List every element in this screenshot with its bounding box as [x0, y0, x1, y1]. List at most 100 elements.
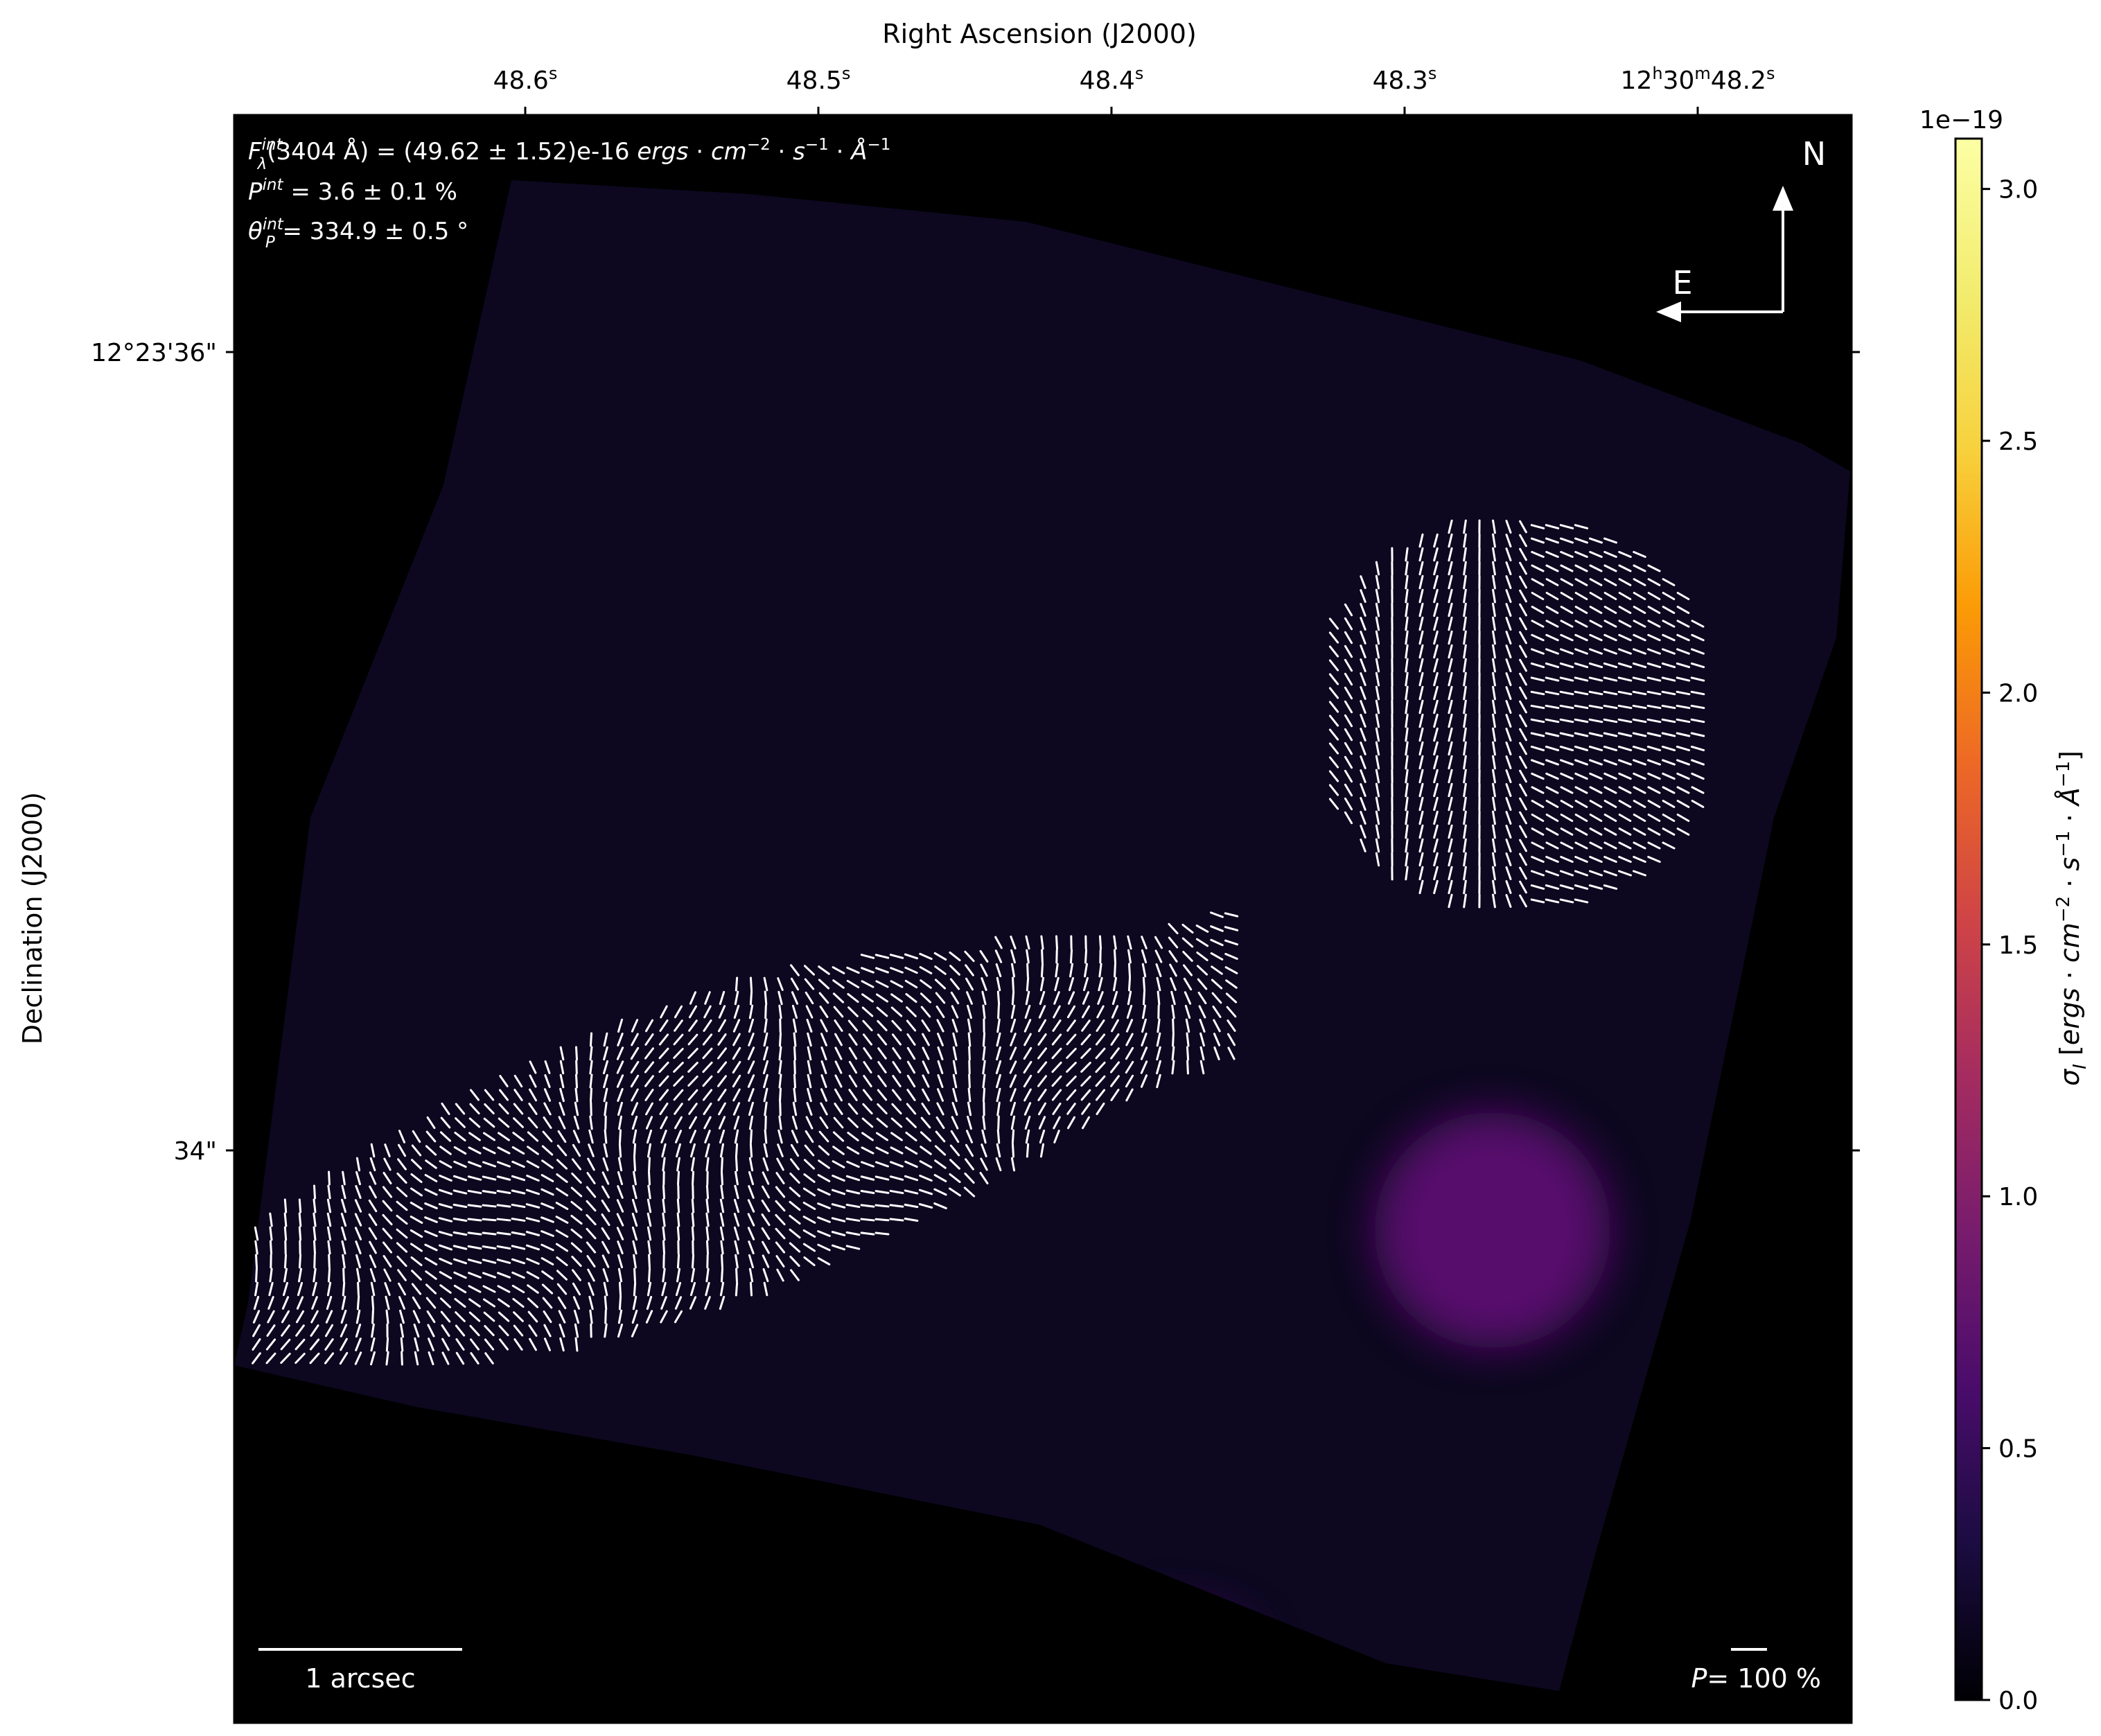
polarization-vector: [1039, 990, 1046, 1006]
polarization-vector: [1433, 796, 1439, 812]
polarization-vector: [369, 1171, 377, 1185]
polarization-vector: [777, 1129, 783, 1144]
polarization-vector: [1574, 704, 1589, 710]
polarization-vector: [1574, 827, 1588, 836]
polarization-vector: [658, 1047, 669, 1060]
polarization-vector: [734, 1129, 739, 1144]
polarization-vector: [439, 1131, 452, 1142]
polarization-vector: [439, 1257, 452, 1265]
polarization-vector: [805, 991, 814, 1005]
polarization-vector: [1588, 745, 1603, 752]
polarization-vector: [455, 1117, 466, 1128]
polarization-vector: [805, 1005, 814, 1019]
polarization-vector: [1360, 603, 1366, 617]
polarization-vector: [1531, 827, 1545, 836]
polarization-vector: [863, 1047, 872, 1060]
polarization-vector: [1053, 1005, 1061, 1019]
polarization-vector: [618, 1281, 622, 1297]
polarization-vector: [631, 1324, 639, 1338]
polarization-vector: [719, 1281, 725, 1297]
polarization-vector: [951, 1005, 959, 1019]
polarization-vector: [588, 1143, 595, 1157]
polarization-vector: [1037, 1075, 1047, 1087]
polarization-vector: [845, 1189, 861, 1195]
polarization-vector: [819, 1116, 829, 1129]
polarization-vector: [438, 1189, 453, 1195]
polarization-vector: [718, 1116, 726, 1130]
polarization-vector: [704, 991, 711, 1005]
polarization-vector: [496, 1175, 511, 1181]
polarization-vector: [1448, 630, 1453, 645]
polarization-vector: [1603, 841, 1617, 850]
polarization-vector: [484, 1103, 495, 1114]
polarization-vector: [556, 1159, 568, 1170]
polarization-vector: [1448, 782, 1453, 798]
polarization-vector: [326, 1198, 332, 1213]
polarization-vector: [1418, 824, 1424, 839]
polarization-vector: [1530, 704, 1545, 710]
polarization-vector: [1559, 676, 1574, 682]
polarization-vector: [555, 1216, 569, 1224]
polarization-vector: [527, 1297, 539, 1308]
polarization-vector: [832, 992, 845, 1003]
polarization-vector: [968, 1073, 971, 1089]
polarization-vector: [717, 1089, 727, 1101]
polarization-vector: [996, 1073, 1001, 1089]
polarization-vector: [779, 1087, 782, 1103]
polarization-vector: [511, 1245, 526, 1250]
polarization-vector: [1360, 769, 1366, 783]
emission-region: [1374, 1112, 1610, 1349]
polarization-vector: [735, 1281, 739, 1297]
polarization-vector: [952, 1073, 958, 1089]
polarization-vector: [1344, 728, 1353, 742]
polarization-vector: [1618, 855, 1632, 863]
polarization-vector: [748, 1101, 755, 1116]
polarization-vector: [1375, 699, 1380, 714]
polarization-vector: [631, 1102, 639, 1116]
polarization-vector: [789, 1200, 801, 1211]
polarization-vector: [1463, 741, 1467, 756]
polarization-vector: [890, 967, 904, 974]
polarization-vector: [1067, 991, 1075, 1005]
polarization-vector: [1647, 633, 1661, 642]
polarization-vector: [1405, 672, 1409, 687]
polarization-vector: [687, 1075, 698, 1087]
polarization-vector: [1505, 769, 1512, 783]
polarization-vector: [254, 1226, 259, 1241]
polarization-vector: [355, 1171, 361, 1186]
polarization-vector: [906, 1046, 916, 1060]
polarization-vector: [1328, 770, 1339, 782]
polarization-vector: [269, 1268, 273, 1283]
colorbar-tick-label: 2.0: [1998, 679, 2038, 708]
polarization-vector: [818, 1159, 830, 1169]
polarization-vector: [807, 1087, 812, 1103]
polarization-vector: [369, 1157, 376, 1172]
polarization-vector: [874, 1231, 890, 1236]
polarization-vector: [1418, 852, 1424, 867]
polarization-vector: [874, 1190, 890, 1194]
polarization-vector: [892, 1047, 902, 1060]
polarization-vector: [1181, 937, 1194, 948]
polarization-vector: [616, 1060, 624, 1074]
polarization-vector: [644, 1033, 654, 1046]
polarization-vector: [269, 1226, 273, 1241]
polarization-vector: [891, 1033, 902, 1046]
polarization-vector: [1010, 1033, 1017, 1046]
polarization-vector: [775, 1255, 785, 1268]
polarization-vector: [845, 1203, 861, 1209]
polarization-vector: [1433, 838, 1439, 853]
polarization-vector: [690, 1143, 696, 1158]
polarization-vector: [863, 1061, 872, 1073]
polarization-vector: [1125, 1088, 1134, 1102]
polarization-vector: [452, 1258, 468, 1265]
polarization-vector: [1405, 866, 1409, 881]
polarization-vector: [1080, 1033, 1091, 1046]
polarization-vector: [1038, 1005, 1046, 1019]
polarization-vector: [890, 1161, 904, 1168]
polarization-vector: [1661, 718, 1676, 724]
polarization-vector: [1448, 810, 1453, 825]
polarization-vector: [1662, 827, 1676, 836]
polarization-vector: [1603, 870, 1617, 877]
polarization-vector: [586, 1255, 596, 1268]
polarization-vector: [877, 1033, 888, 1046]
